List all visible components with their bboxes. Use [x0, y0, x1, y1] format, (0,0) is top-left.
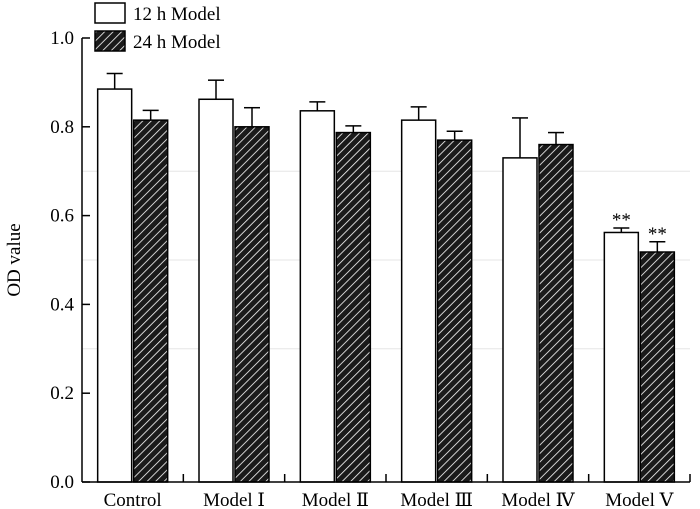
x-tick-label-1: Model Ⅰ [203, 490, 265, 509]
x-tick-label-3: Model Ⅲ [400, 490, 473, 509]
y-tick-label-1: 0.2 [50, 383, 74, 404]
x-tick-label-0: Control [104, 490, 162, 509]
bar-24h-2 [335, 131, 372, 483]
bar-24h-1 [234, 126, 270, 483]
y-ticks: 0.0 0.2 0.4 0.6 0.8 1.0 [50, 28, 90, 493]
x-tick-label-2: Model Ⅱ [302, 490, 369, 509]
y-tick-label-0: 0.0 [50, 472, 74, 493]
x-tick-label-5: Model Ⅴ [605, 490, 673, 509]
bar-24h-0 [132, 119, 169, 483]
significance-annotations: ** ** [612, 210, 667, 245]
y-tick-label-2: 0.4 [50, 294, 74, 315]
legend-label-12h: 12 h Model [133, 4, 221, 25]
bar-24h-5 [639, 251, 676, 483]
legend-label-24h: 24 h Model [133, 32, 221, 53]
bar-12h-1 [198, 98, 234, 483]
legend-swatch-12h [94, 2, 126, 24]
x-ticks: Control Model Ⅰ Model Ⅱ Model Ⅲ Model Ⅳ Model… [104, 474, 691, 509]
y-tick-label-5: 1.0 [50, 28, 74, 49]
gridlines [82, 170, 690, 350]
y-tick-label-3: 0.6 [50, 206, 74, 227]
significance-24h-5: ** [648, 224, 667, 245]
bar-12h-4 [502, 157, 538, 483]
y-axis-label: OD value [4, 223, 25, 296]
bar-12h-0 [96, 88, 133, 483]
error-bars [106, 72, 666, 253]
significance-12h-5: ** [612, 210, 631, 231]
y-tick-label-4: 0.8 [50, 117, 74, 138]
x-tick-label-4: Model Ⅳ [501, 490, 575, 509]
bar-12h-5 [603, 231, 640, 483]
bar-24h-4 [538, 143, 574, 483]
bar-12h-3 [400, 119, 437, 483]
legend-swatch-24h [94, 30, 126, 52]
bars [96, 88, 676, 483]
bar-24h-3 [436, 139, 473, 483]
legend: 12 h Model 24 h Model [94, 2, 221, 53]
bar-12h-2 [299, 110, 336, 483]
